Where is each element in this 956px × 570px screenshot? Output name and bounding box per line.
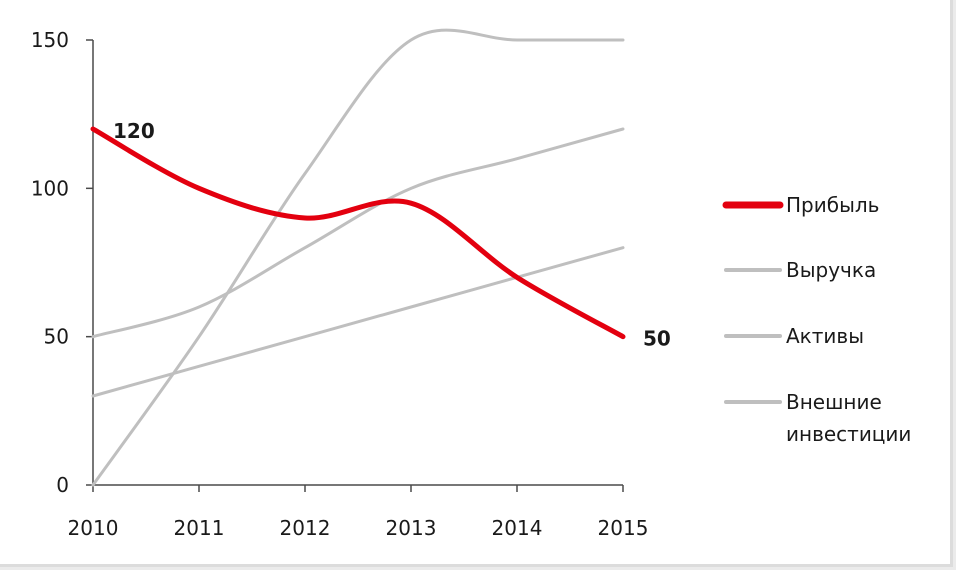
chart-axes: 0 50 100 150 2010 2011 2012 2013 2014 2015 — [31, 28, 649, 540]
series-line-2 — [91, 246, 625, 398]
legend-label-3-line-1: инвестиции — [786, 422, 911, 446]
legend-label-3-line-0: Внешние — [786, 390, 882, 414]
x-tick-label: 2010 — [68, 516, 119, 540]
x-tick-label: 2013 — [386, 516, 437, 540]
y-tick-label: 0 — [56, 473, 69, 497]
legend-label-1: Выручка — [786, 258, 876, 282]
x-tick-label: 2015 — [598, 516, 649, 540]
legend-label-0: Прибыль — [786, 193, 879, 217]
y-tick-label: 100 — [31, 176, 69, 200]
x-tick-label: 2014 — [492, 516, 543, 540]
y-tick-label: 50 — [44, 325, 69, 349]
chart-legend: Прибыль Выручка Активы Внешние инвестиции — [722, 193, 911, 446]
data-label-прибыль-5: 50 — [643, 327, 671, 351]
legend-label-2: Активы — [786, 324, 864, 348]
y-tick-label: 150 — [31, 28, 69, 52]
data-label-прибыль-0: 120 — [113, 119, 155, 143]
series-layer — [90, 28, 626, 487]
series-line-1 — [91, 127, 625, 339]
series-line-3 — [90, 126, 626, 340]
series-line-0 — [91, 28, 625, 487]
x-tick-label: 2011 — [174, 516, 225, 540]
data-labels: 120 50 — [113, 119, 671, 351]
x-tick-label: 2012 — [280, 516, 331, 540]
